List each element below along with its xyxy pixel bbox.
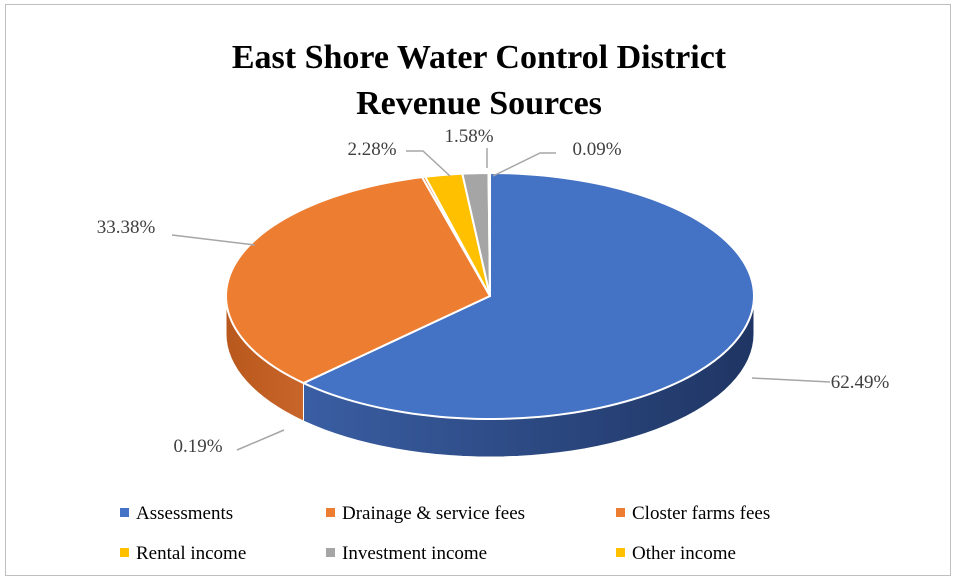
legend-swatch <box>326 508 335 518</box>
data-label-other-income: 0.09% <box>572 139 621 160</box>
pie-tops <box>225 172 755 420</box>
legend-item-investment-income: Investment income <box>326 543 487 565</box>
data-label-drainage-service-fees: 33.38% <box>97 217 156 238</box>
pie-slice-rental-income <box>424 172 491 297</box>
leader-line-other-income <box>492 152 556 177</box>
legend-swatch <box>616 508 625 518</box>
legend-label: Investment income <box>342 543 488 564</box>
data-label-assessments: 62.49% <box>831 372 890 393</box>
legend-item-assessments: Assessments <box>120 503 233 525</box>
leader-line-drainage-service-fees <box>171 234 256 246</box>
data-label-rental-income: 2.28% <box>347 139 396 160</box>
pie-slice-assessments <box>302 172 755 420</box>
legend-label: Rental income <box>136 543 247 564</box>
leader-line-closter-farms-fees <box>236 429 285 451</box>
legend-swatch <box>616 548 625 558</box>
leader-line-assessments <box>751 377 831 383</box>
pie-slice-drainage-service-fees <box>225 176 491 385</box>
legend-label: Drainage & service fees <box>342 503 526 524</box>
legend-swatch <box>120 548 129 558</box>
legend-item-closter-farms-fees: Closter farms fees <box>616 503 770 525</box>
legend-item-rental-income: Rental income <box>120 543 246 565</box>
data-label-closter-farms-fees: 0.19% <box>173 436 222 457</box>
chart-title: East Shore Water Control District <box>231 39 727 76</box>
chart-subtitle: Revenue Sources <box>356 85 602 122</box>
data-labels: 62.49% 33.38% 0.19% 2.28% 1.58% 0.09% <box>97 126 890 457</box>
legend-label: Assessments <box>136 503 234 524</box>
leader-line-rental-income <box>406 150 451 177</box>
legend-item-drainage-service-fees: Drainage & service fees <box>326 503 525 525</box>
leader-lines <box>171 148 831 451</box>
legend-swatch <box>326 548 335 558</box>
pie-slice-other-income <box>487 172 491 297</box>
legend-label: Other income <box>632 543 736 564</box>
legend-swatch <box>120 508 129 518</box>
legend-label: Closter farms fees <box>632 503 771 524</box>
legend-item-other-income: Other income <box>616 543 736 565</box>
data-label-investment-income: 1.58% <box>444 126 493 147</box>
